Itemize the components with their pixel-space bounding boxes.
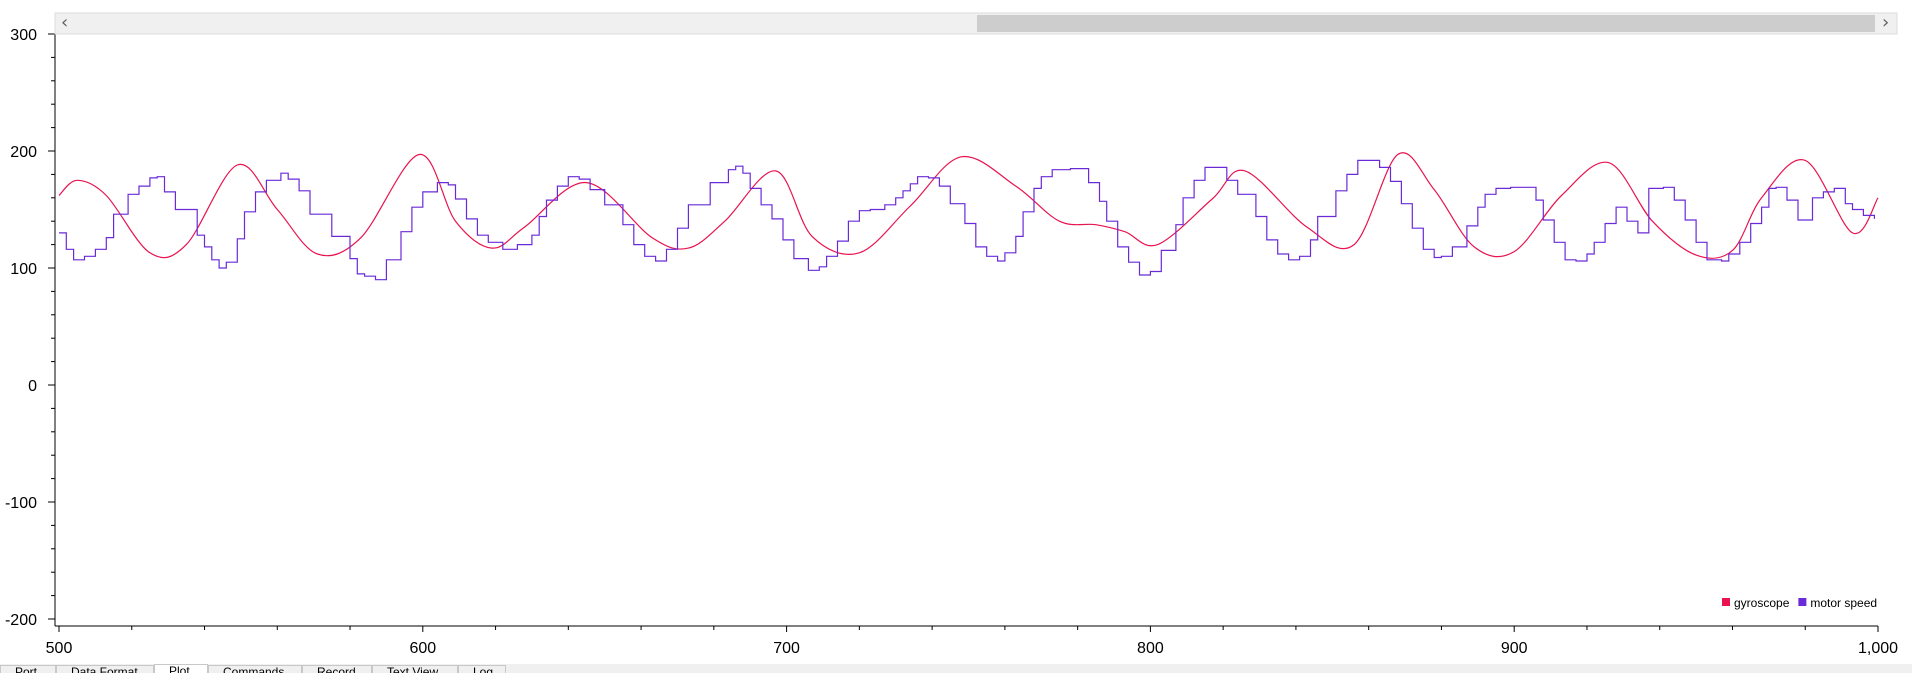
scroll-right-arrow-icon[interactable]: › [1882,12,1889,33]
x-tick-label: 900 [1501,640,1528,657]
legend-label: motor speed [1810,596,1877,610]
horizontal-scrollbar[interactable]: ‹ › [54,12,1898,35]
legend: gyroscope motor speed [1722,596,1877,610]
tab-label: Text View [387,665,439,673]
y-ticks: 300 200 100 0 -100 -200 [5,27,55,629]
tab-label: Commands [223,665,285,673]
y-tick-label: -200 [5,612,37,629]
tab-text-view[interactable]: Text View [372,665,458,673]
tab-label: Log [473,665,494,673]
y-tick-label: 200 [10,144,37,161]
scrollbar-thumb[interactable] [977,15,1875,32]
x-tick-label: 700 [773,640,800,657]
y-tick-label: -100 [5,495,37,512]
tab-commands[interactable]: Commands [208,665,302,673]
tab-label: Plot [169,664,190,673]
tab-label: Port [15,665,38,673]
x-tick-label: 600 [409,640,436,657]
tab-label: Record [317,665,356,673]
y-tick-label: 0 [28,378,37,395]
tab-log[interactable]: Log [458,665,506,673]
series-line-motor-speed [59,159,1875,281]
legend-swatch [1798,598,1807,606]
x-ticks: 500 600 700 800 900 1,000 [46,626,1898,657]
y-tick-label: 300 [10,27,37,44]
plot-area [55,12,1897,626]
tab-label: Data Format [71,665,138,673]
tab-port[interactable]: Port [0,665,56,673]
series-layer [58,152,1879,281]
tab-data-format[interactable]: Data Format [56,665,154,673]
x-tick-label: 1,000 [1858,640,1898,657]
tab-plot[interactable]: Plot [154,664,208,673]
x-tick-label: 800 [1137,640,1164,657]
legend-swatch [1722,598,1730,606]
tab-bar: Port Data Format Plot Commands Record Text Vi… [0,664,1912,673]
legend-label: gyroscope [1734,596,1790,610]
scroll-left-arrow-icon[interactable]: ‹ [61,12,68,33]
tab-record[interactable]: Record [302,665,372,673]
series-line-gyroscope [58,152,1879,259]
y-tick-label: 100 [10,261,37,278]
x-tick-label: 500 [46,640,73,657]
